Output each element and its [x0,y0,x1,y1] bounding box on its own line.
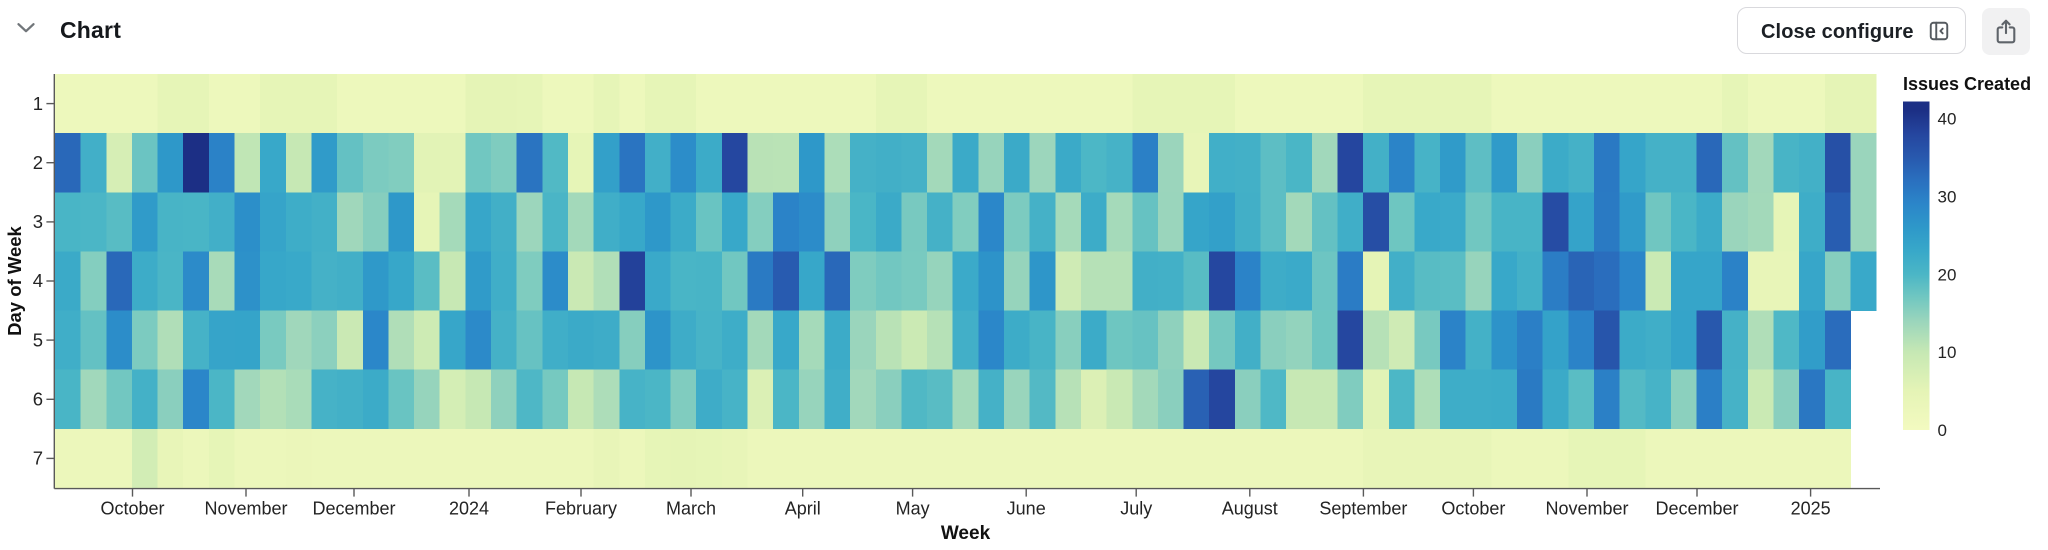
svg-text:Day of Week: Day of Week [4,225,25,335]
svg-text:10: 10 [1938,343,1957,362]
svg-text:June: June [1007,499,1046,519]
svg-text:Week: Week [941,523,991,544]
svg-text:7: 7 [33,448,43,469]
svg-text:40: 40 [1938,110,1957,129]
svg-text:July: July [1120,499,1152,519]
svg-text:March: March [666,499,716,519]
svg-text:3: 3 [33,211,43,232]
svg-text:20: 20 [1938,265,1957,284]
svg-text:0: 0 [1938,421,1947,440]
svg-text:2: 2 [33,152,43,173]
svg-text:April: April [785,499,821,519]
svg-text:October: October [1441,499,1505,519]
svg-text:4: 4 [33,270,43,291]
svg-text:August: August [1222,499,1278,519]
svg-text:December: December [1655,499,1738,519]
svg-text:December: December [312,499,395,519]
svg-text:May: May [896,499,930,519]
svg-text:October: October [100,499,164,519]
svg-text:2024: 2024 [449,499,489,519]
svg-text:2025: 2025 [1791,499,1831,519]
svg-text:5: 5 [33,329,43,350]
svg-text:February: February [545,499,617,519]
svg-text:November: November [1545,499,1628,519]
svg-text:6: 6 [33,389,43,410]
svg-text:November: November [204,499,287,519]
svg-text:Issues Created: Issues Created [1903,74,2031,94]
svg-text:1: 1 [33,93,43,114]
svg-text:September: September [1319,499,1407,519]
svg-text:30: 30 [1938,188,1957,207]
